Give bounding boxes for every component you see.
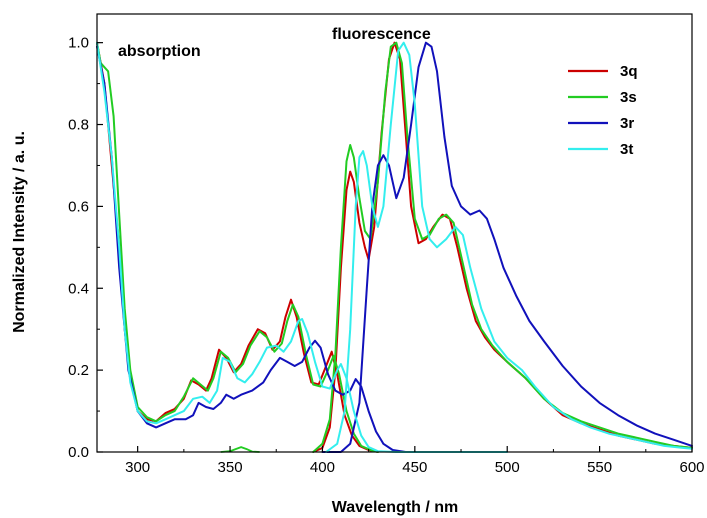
x-tick-label: 400 <box>310 459 335 476</box>
y-tick-label: 0.4 <box>68 280 89 297</box>
y-tick-label: 1.0 <box>68 35 89 52</box>
y-tick-label: 0.8 <box>68 117 89 134</box>
x-tick-label: 350 <box>218 459 243 476</box>
series-3t-fluorescence-line <box>325 41 693 453</box>
legend: 3q 3s 3r 3t <box>568 63 638 158</box>
y-tick-label: 0.6 <box>68 198 89 215</box>
legend-label-3r: 3r <box>620 115 634 132</box>
legend-label-3s: 3s <box>620 89 637 106</box>
y-tick-label: 0.2 <box>68 362 89 379</box>
axis-ticks: 300 350 400 450 500 550 600 0.0 0.2 0.4 0.6 0.8 1.0 <box>68 35 704 476</box>
x-tick-label: 500 <box>495 459 520 476</box>
series-3r-absorption-line <box>96 45 407 453</box>
x-axis-title: Wavelength / nm <box>332 499 459 516</box>
series-3s-absorption-line <box>96 41 379 453</box>
series-3s-fluorescence-line <box>312 41 693 453</box>
y-axis-title: Normalized Intensity / a. u. <box>11 131 28 333</box>
x-tick-label: 550 <box>587 459 612 476</box>
series-3t-absorption-line <box>96 41 509 453</box>
x-tick-label: 600 <box>679 459 704 476</box>
annotation-absorption: absorption <box>118 43 201 60</box>
series-3r-fluorescence-line <box>321 41 693 453</box>
legend-label-3q: 3q <box>620 63 638 80</box>
annotation-fluorescence: fluorescence <box>332 26 431 43</box>
x-tick-label: 450 <box>402 459 427 476</box>
y-tick-label: 0.0 <box>68 444 89 461</box>
plot-frame <box>96 13 693 453</box>
legend-label-3t: 3t <box>620 141 633 158</box>
x-tick-label: 300 <box>125 459 150 476</box>
